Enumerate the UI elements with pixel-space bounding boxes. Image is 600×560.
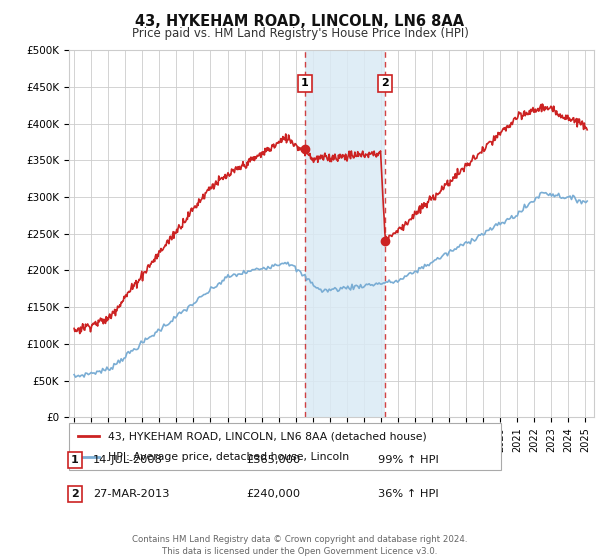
Text: Contains HM Land Registry data © Crown copyright and database right 2024.
This d: Contains HM Land Registry data © Crown c…: [132, 535, 468, 556]
FancyBboxPatch shape: [69, 423, 501, 470]
Text: 1: 1: [301, 78, 308, 88]
Text: £365,000: £365,000: [246, 455, 300, 465]
Text: 2: 2: [381, 78, 389, 88]
Text: 43, HYKEHAM ROAD, LINCOLN, LN6 8AA: 43, HYKEHAM ROAD, LINCOLN, LN6 8AA: [136, 14, 464, 29]
Text: 1: 1: [71, 455, 79, 465]
Text: Price paid vs. HM Land Registry's House Price Index (HPI): Price paid vs. HM Land Registry's House …: [131, 27, 469, 40]
Text: 43, HYKEHAM ROAD, LINCOLN, LN6 8AA (detached house): 43, HYKEHAM ROAD, LINCOLN, LN6 8AA (deta…: [108, 431, 427, 441]
Text: 14-JUL-2008: 14-JUL-2008: [93, 455, 163, 465]
Text: 36% ↑ HPI: 36% ↑ HPI: [378, 489, 439, 499]
Text: 99% ↑ HPI: 99% ↑ HPI: [378, 455, 439, 465]
Text: £240,000: £240,000: [246, 489, 300, 499]
Text: 2: 2: [71, 489, 79, 499]
Text: HPI: Average price, detached house, Lincoln: HPI: Average price, detached house, Linc…: [108, 452, 349, 462]
Text: 27-MAR-2013: 27-MAR-2013: [93, 489, 170, 499]
Bar: [305, 50, 385, 417]
